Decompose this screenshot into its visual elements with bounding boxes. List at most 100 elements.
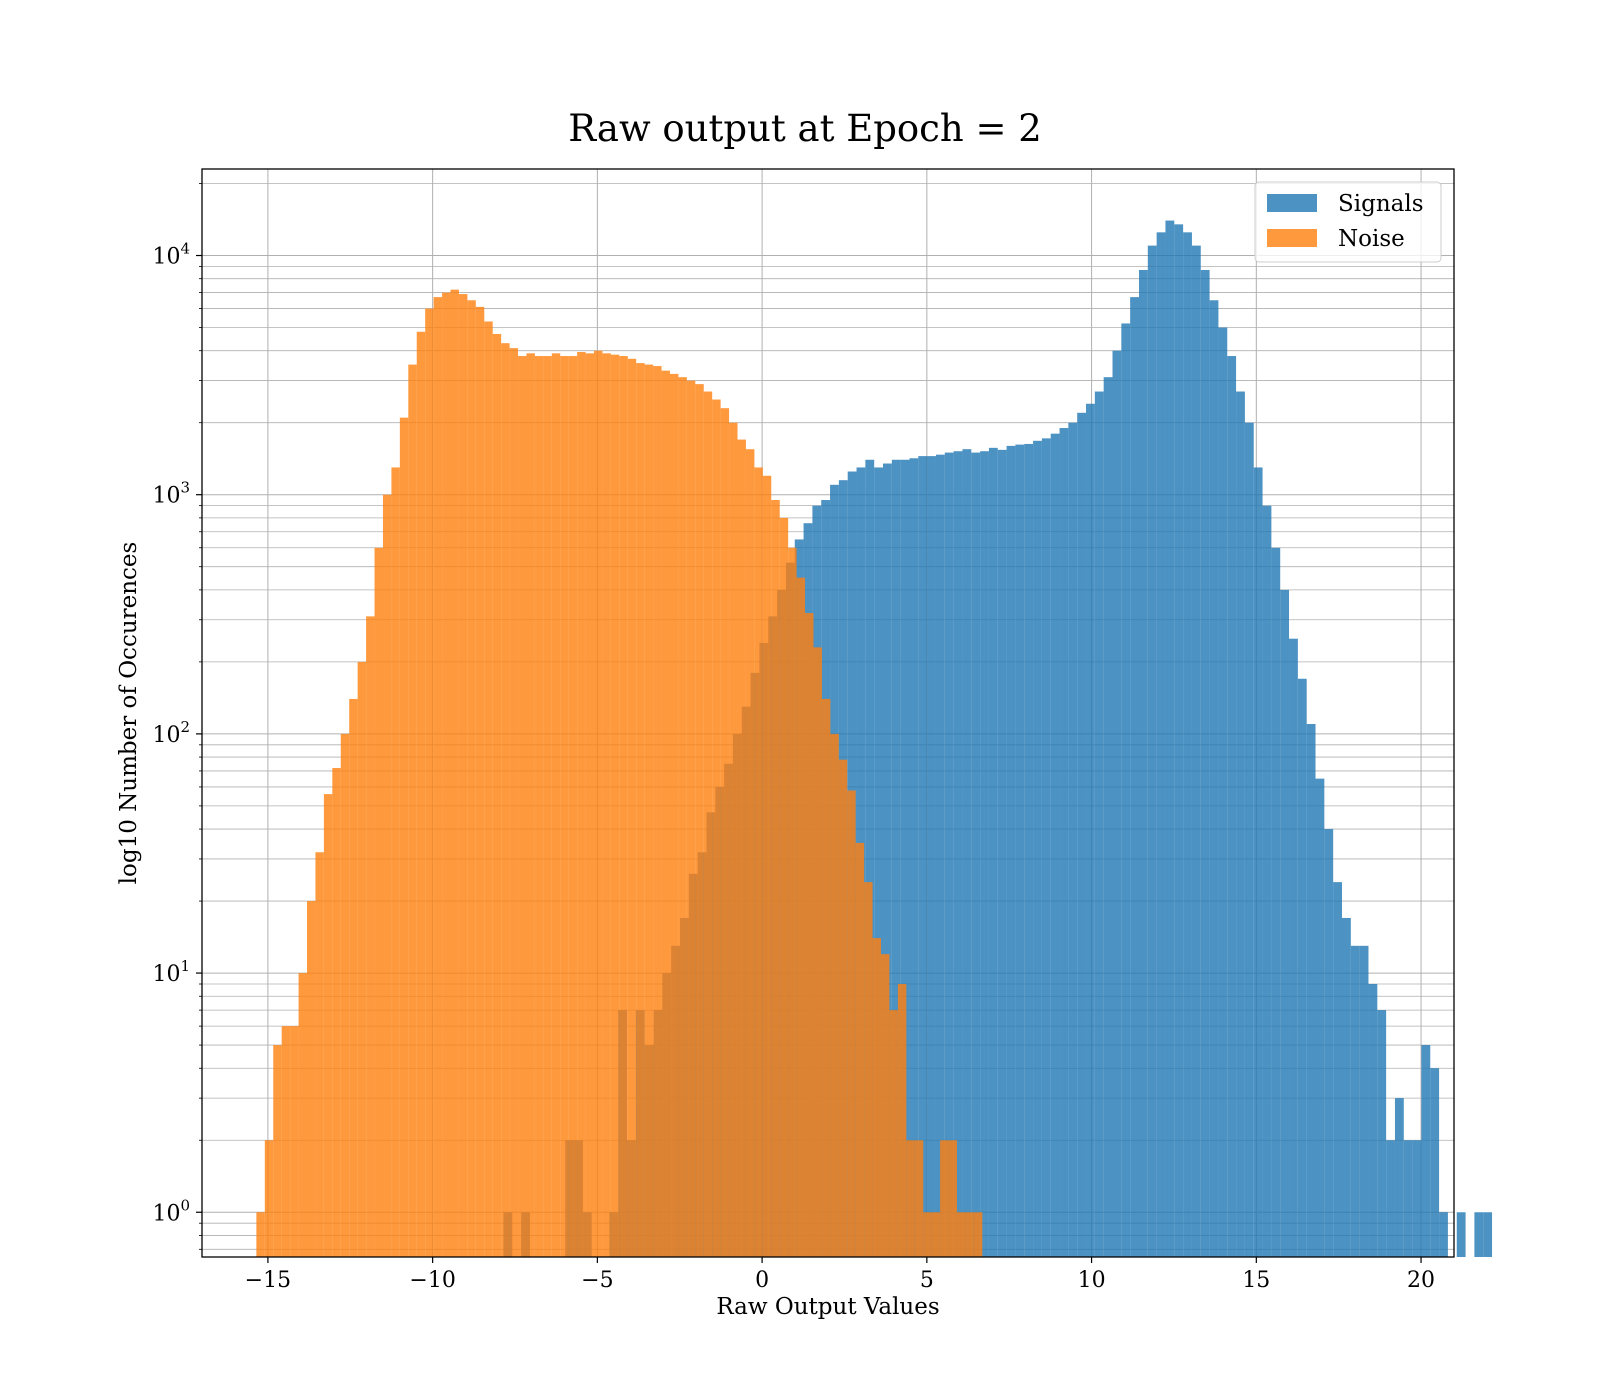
x-tick-label: 0 (755, 1268, 769, 1293)
bar-signals (918, 456, 928, 1257)
bar-noise (872, 938, 882, 1257)
bar-noise (779, 517, 789, 1257)
y-tick-label: 104 (152, 240, 190, 270)
bar-signals (1262, 505, 1272, 1257)
bar-noise (315, 852, 324, 1257)
x-tick-label: −15 (245, 1268, 291, 1293)
bar-signals (1280, 589, 1290, 1257)
bar-noise (610, 354, 620, 1257)
bar-signals (883, 463, 892, 1257)
bar-signals (935, 454, 945, 1257)
bar-noise (973, 1212, 983, 1257)
bar-signals (1103, 377, 1113, 1257)
x-axis-label: Raw Output Values (716, 1294, 939, 1320)
bar-signals (1200, 269, 1210, 1257)
bar-noise (425, 308, 434, 1257)
bar-noise (509, 348, 519, 1257)
legend-label-signals: Signals (1338, 191, 1424, 217)
bar-noise (703, 391, 713, 1257)
bar-noise (408, 364, 417, 1257)
bar-signals (1112, 350, 1122, 1257)
legend-swatch-signals (1267, 194, 1317, 212)
bar-signals (1306, 723, 1316, 1257)
bar-noise (720, 408, 730, 1257)
bar-noise (636, 363, 645, 1257)
bar-signals (1289, 638, 1298, 1257)
bar-signals (1138, 269, 1148, 1257)
bar-noise (813, 647, 822, 1257)
bar-noise (382, 494, 392, 1258)
bar-signals (1483, 1212, 1493, 1257)
bar-signals (1421, 1045, 1431, 1257)
y-tick-label: 103 (152, 479, 190, 509)
bar-noise (864, 882, 873, 1257)
bar-noise (543, 356, 552, 1257)
bar-noise (264, 1140, 274, 1257)
bar-signals (1253, 467, 1263, 1257)
bar-noise (332, 768, 341, 1257)
bar-noise (956, 1212, 966, 1257)
bar-signals (1394, 1098, 1404, 1257)
bar-signals (1068, 422, 1078, 1257)
histogram-bars (256, 220, 1493, 1258)
bar-noise (585, 353, 595, 1257)
y-tick-label: 102 (152, 718, 190, 748)
bar-noise (762, 475, 772, 1257)
bar-noise (745, 449, 755, 1257)
legend-swatch-noise (1267, 229, 1317, 247)
bar-signals (1297, 678, 1307, 1257)
bar-signals (1359, 945, 1369, 1257)
bar-noise (256, 1212, 265, 1257)
bar-noise (965, 1212, 974, 1257)
bar-noise (273, 1045, 282, 1257)
bar-signals (1059, 428, 1069, 1257)
bar-signals (1006, 445, 1016, 1257)
bar-noise (399, 417, 409, 1258)
bar-signals (1430, 1068, 1440, 1257)
x-tick-label: 20 (1407, 1268, 1435, 1293)
bar-signals (1218, 327, 1228, 1258)
x-tick-label: −10 (409, 1268, 455, 1293)
bar-noise (568, 356, 578, 1257)
bar-signals (1033, 440, 1042, 1257)
bar-signals (1165, 220, 1175, 1257)
bar-noise (290, 1026, 299, 1257)
bar-signals (909, 458, 919, 1258)
bar-noise (661, 370, 670, 1257)
bar-signals (1174, 224, 1184, 1257)
bar-signals (1094, 391, 1104, 1257)
bar-noise (855, 842, 865, 1257)
bar-noise (881, 954, 890, 1257)
bar-noise (298, 973, 308, 1257)
bar-signals (1041, 438, 1051, 1257)
bar-noise (349, 698, 358, 1257)
bar-signals (927, 456, 936, 1257)
bar-noise (433, 297, 443, 1257)
bar-noise (450, 289, 459, 1257)
bar-noise (627, 358, 637, 1258)
bar-noise (695, 384, 704, 1257)
bar-signals (1086, 403, 1095, 1257)
bar-signals (1244, 422, 1254, 1257)
bar-signals (1439, 1212, 1448, 1257)
bar-noise (669, 373, 679, 1257)
bar-signals (1156, 232, 1166, 1258)
bar-noise (534, 356, 544, 1257)
x-tick-label: 15 (1242, 1268, 1270, 1293)
bar-signals (1227, 356, 1237, 1257)
bar-noise (594, 350, 603, 1257)
bar-signals (1350, 945, 1360, 1257)
bar-signals (1315, 778, 1325, 1257)
bar-signals (1403, 1140, 1413, 1257)
legend-label-noise: Noise (1338, 226, 1405, 252)
bar-signals (1333, 882, 1342, 1257)
bar-signals (1412, 1140, 1422, 1257)
bar-noise (838, 759, 848, 1257)
legend: Signals Noise (1254, 181, 1442, 263)
bar-noise (830, 733, 839, 1257)
bar-signals (1209, 300, 1219, 1257)
bar-signals (1121, 323, 1131, 1258)
bar-noise (914, 1140, 924, 1257)
bar-noise (492, 333, 502, 1258)
